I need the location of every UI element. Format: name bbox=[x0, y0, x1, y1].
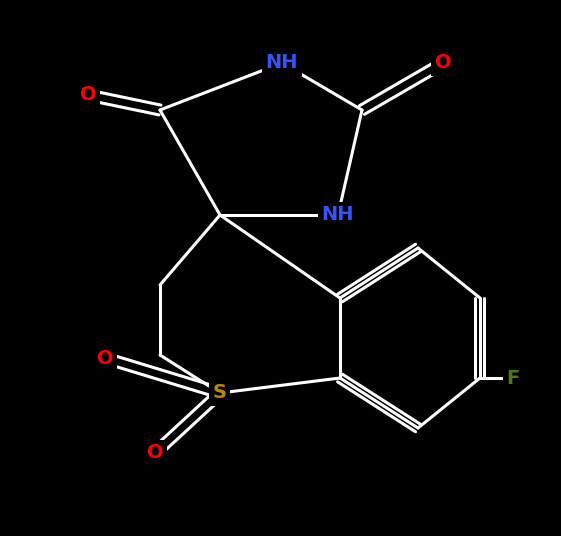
Text: O: O bbox=[80, 86, 96, 105]
Text: O: O bbox=[146, 443, 163, 463]
Text: O: O bbox=[435, 54, 451, 72]
Text: F: F bbox=[507, 369, 519, 388]
Text: O: O bbox=[96, 348, 113, 368]
Text: NH: NH bbox=[322, 205, 354, 225]
Text: S: S bbox=[213, 383, 227, 403]
Text: NH: NH bbox=[266, 54, 298, 72]
